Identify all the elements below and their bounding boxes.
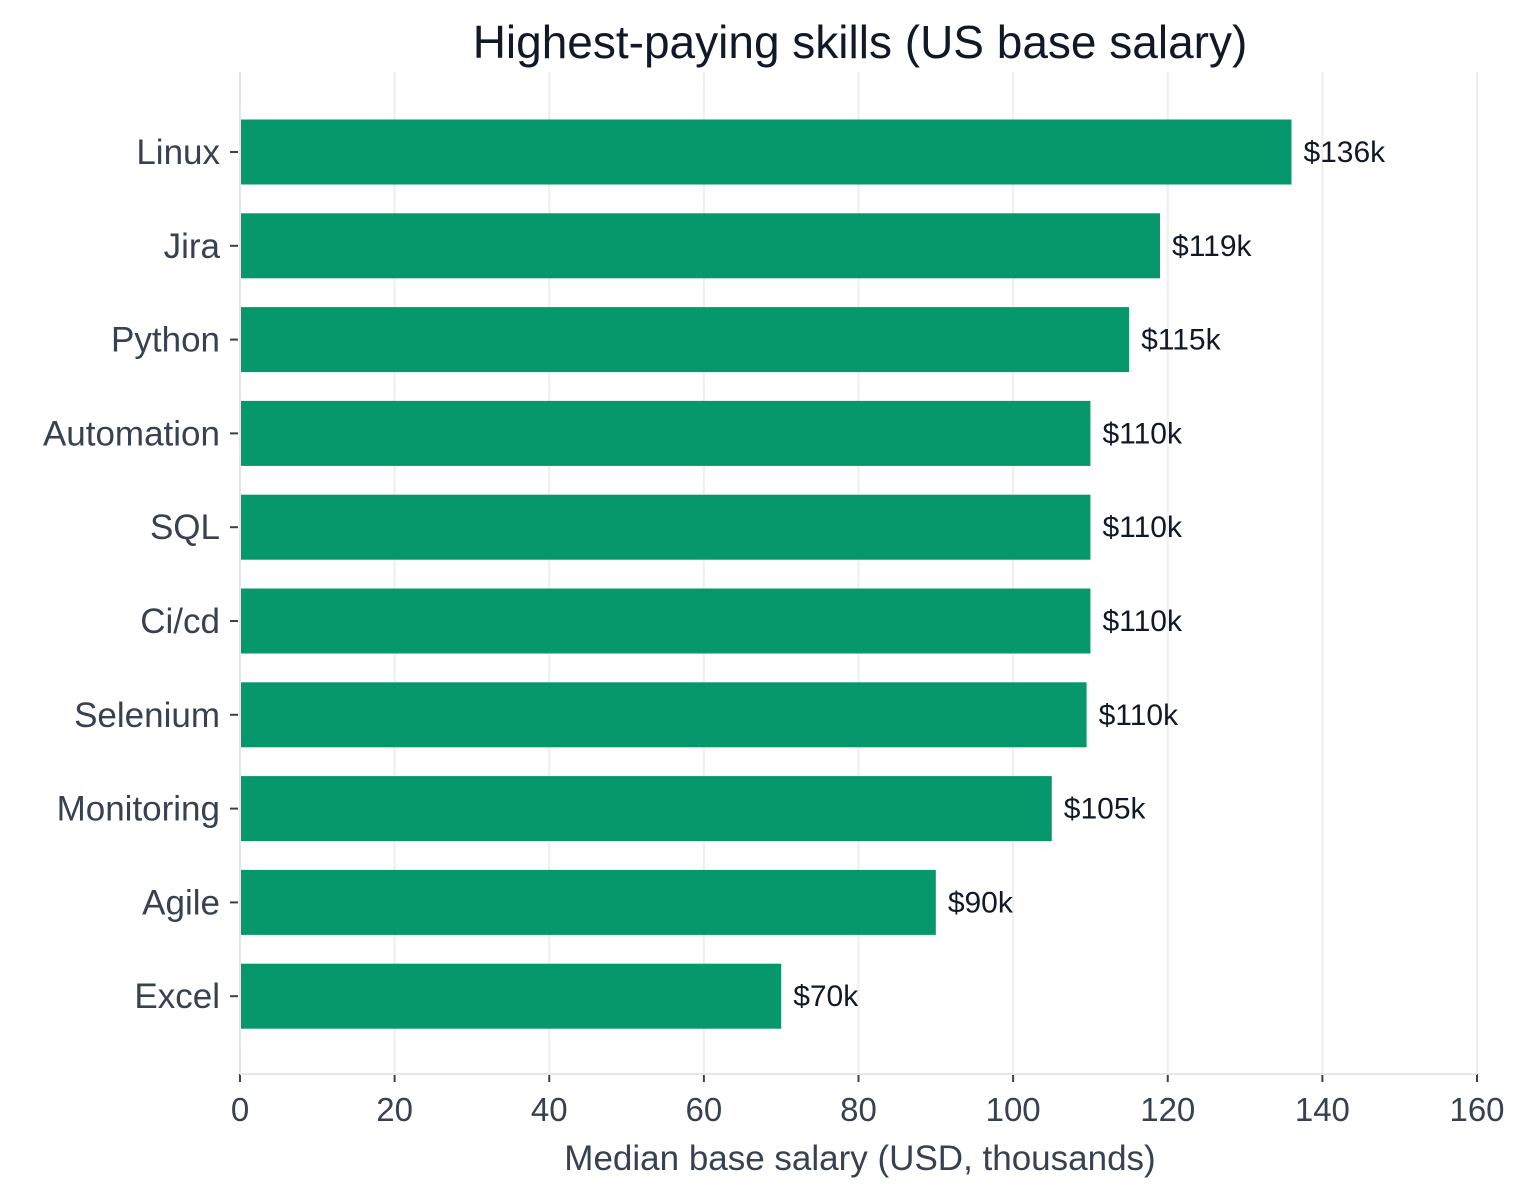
category-label: Ci/cd (140, 602, 220, 641)
category-label: Python (111, 321, 220, 360)
data-label: $110k (1102, 605, 1183, 638)
bar (241, 588, 1091, 654)
category-label: Agile (142, 883, 220, 922)
bar (241, 307, 1130, 373)
x-tick-label: 40 (531, 1091, 568, 1128)
data-label: $119k (1172, 230, 1253, 263)
data-label: $115k (1141, 324, 1222, 357)
data-label: $110k (1102, 511, 1183, 544)
x-tick-label: 80 (840, 1091, 877, 1128)
data-label: $90k (948, 886, 1014, 919)
category-label: Selenium (74, 696, 220, 735)
data-label: $110k (1102, 417, 1183, 450)
category-label: Monitoring (57, 790, 220, 829)
data-label: $105k (1064, 793, 1147, 826)
category-label: Linux (136, 133, 220, 172)
category-label: SQL (150, 508, 220, 547)
data-label: $110k (1099, 699, 1180, 732)
bar (241, 494, 1091, 560)
x-tick-label: 120 (1140, 1091, 1195, 1128)
bar (241, 213, 1161, 279)
x-tick-label: 20 (376, 1091, 413, 1128)
bar (241, 963, 782, 1029)
bars: $136k $119k $115k $110k $110k $110k $110k $105k… (241, 119, 1386, 1029)
x-tick-label: 140 (1295, 1091, 1350, 1128)
x-tick-label: 100 (986, 1091, 1041, 1128)
chart-title: Highest-paying skills (US base salary) (473, 16, 1248, 68)
data-label: $70k (793, 980, 859, 1013)
x-tick-label: 0 (231, 1091, 249, 1128)
bar (241, 400, 1091, 466)
category-label: Jira (164, 227, 221, 266)
category-label: Automation (43, 414, 220, 453)
bar (241, 776, 1052, 842)
axes: 0 20 40 60 80 100 120 140 160 Linux Jira Python Auto… (43, 72, 1505, 1128)
x-tick-label: 60 (686, 1091, 723, 1128)
category-label: Excel (134, 977, 220, 1016)
bar (241, 119, 1292, 185)
bar (241, 869, 936, 935)
x-axis-title: Median base salary (USD, thousands) (564, 1139, 1155, 1178)
data-label: $136k (1303, 136, 1386, 169)
bar (241, 682, 1087, 748)
x-tick-label: 160 (1449, 1091, 1504, 1128)
